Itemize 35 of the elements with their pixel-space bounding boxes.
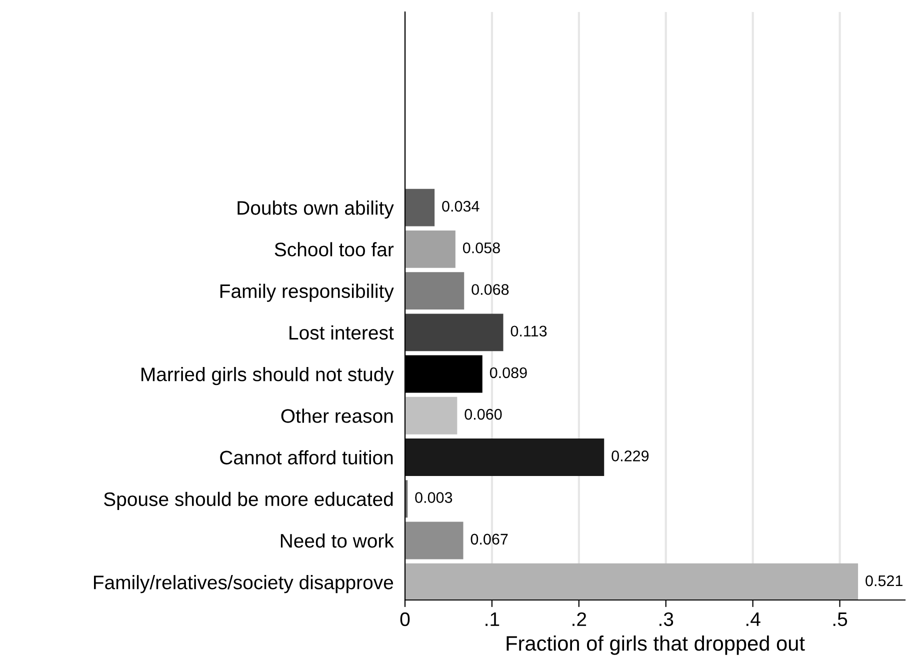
bar bbox=[405, 438, 604, 476]
data-label: 0.067 bbox=[470, 534, 508, 545]
y-tick-label: Married girls should not study bbox=[142, 366, 394, 386]
x-tick-label: .1 bbox=[486, 612, 500, 626]
x-axis-title: Fraction of girls that dropped out bbox=[506, 635, 805, 655]
y-tick-label: Lost interest bbox=[290, 325, 394, 340]
bar bbox=[405, 396, 458, 434]
data-label: 0.521 bbox=[866, 575, 902, 586]
y-tick-label: Spouse should be more educated bbox=[104, 492, 393, 510]
bar bbox=[405, 314, 504, 352]
y-tick-label: School too far bbox=[274, 242, 394, 256]
y-tick-label: Cannot afford tuition bbox=[220, 450, 393, 464]
y-tick-label: Family responsibility bbox=[220, 284, 394, 302]
x-tick-label: .2 bbox=[572, 612, 586, 626]
data-label: 0.003 bbox=[415, 492, 452, 503]
data-label: 0.229 bbox=[612, 450, 649, 462]
x-tick-label: .3 bbox=[660, 612, 674, 626]
data-label: 0.068 bbox=[472, 284, 509, 295]
data-label: 0.089 bbox=[490, 367, 527, 378]
y-tick-label: Need to work bbox=[280, 533, 394, 548]
bar bbox=[405, 230, 456, 268]
data-label: 0.058 bbox=[462, 242, 500, 254]
data-label: 0.060 bbox=[464, 408, 502, 420]
bar bbox=[405, 563, 858, 600]
y-tick-label: Other reason bbox=[281, 408, 393, 423]
data-label: 0.034 bbox=[442, 200, 480, 212]
bar bbox=[405, 188, 435, 226]
x-tick-label: .4 bbox=[746, 612, 760, 626]
data-label: 0.113 bbox=[510, 326, 547, 337]
bar bbox=[405, 272, 464, 310]
x-tick-label: .5 bbox=[833, 612, 848, 626]
y-tick-label: Doubts own ability bbox=[238, 200, 394, 219]
y-tick-label: Family/relatives/society disapprove bbox=[94, 575, 394, 594]
bar bbox=[405, 522, 464, 560]
x-tick-label: 0 bbox=[400, 612, 410, 626]
